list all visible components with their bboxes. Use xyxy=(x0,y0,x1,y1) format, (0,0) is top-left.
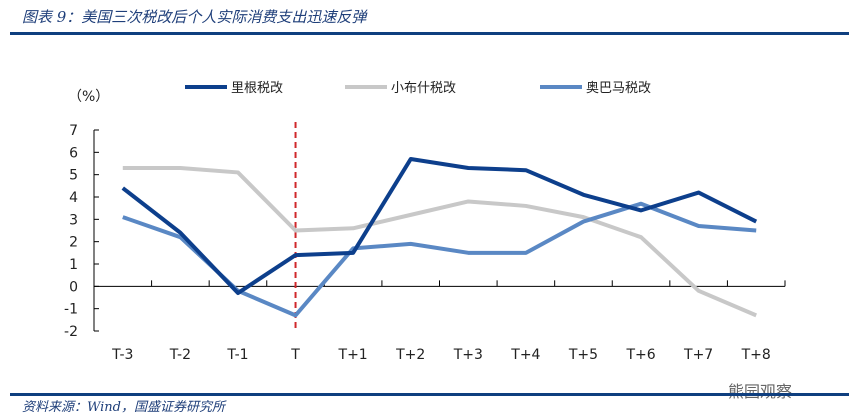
footer-rule xyxy=(10,393,849,396)
legend-label: 奥巴马税改 xyxy=(586,81,651,96)
x-tick-label: T-3 xyxy=(111,347,133,363)
y-tick-label: 4 xyxy=(69,190,78,206)
title-rule xyxy=(10,32,849,35)
series-group xyxy=(121,157,758,318)
x-tick-label: T+6 xyxy=(625,347,655,363)
x-tick-label: T+8 xyxy=(741,347,771,363)
x-tick-label: T+7 xyxy=(683,347,713,363)
y-tick-label: 5 xyxy=(69,168,78,184)
source-note: 资料来源：Wind，国盛证券研究所 xyxy=(22,399,227,415)
x-tick-label: T+1 xyxy=(338,347,368,363)
figure-title: 图表 9：美国三次税改后个人实际消费支出迅速反弹 xyxy=(22,8,368,26)
watermark: 熊园观察 xyxy=(728,382,792,401)
series-line-0 xyxy=(121,157,758,296)
y-tick-label: 7 xyxy=(69,123,78,139)
series-line-1 xyxy=(122,165,757,318)
axes: 7 6 5 4 3 2 1 0 -1 -2 T-3 T-2 T-1 T T+1 T+2 T+3 T+4 T+5 T+6… xyxy=(64,122,786,363)
x-tick-label: T-2 xyxy=(169,347,191,363)
legend-label: 里根税改 xyxy=(231,81,283,96)
legend: 里根税改 小布什税改 奥巴马税改 xyxy=(185,81,651,96)
y-tick-label: 0 xyxy=(69,279,78,295)
y-tick-label: -2 xyxy=(64,324,78,340)
x-tick-label: T+5 xyxy=(568,347,598,363)
y-tick-label: 6 xyxy=(69,145,78,161)
y-tick-label: 3 xyxy=(69,212,78,228)
series-line-2 xyxy=(122,201,757,318)
x-tick-label: T+3 xyxy=(453,347,483,363)
x-tick-label: T xyxy=(290,347,300,363)
x-tick-label: T+4 xyxy=(510,347,540,363)
legend-label: 小布什税改 xyxy=(391,81,456,96)
y-tick-label: 2 xyxy=(69,235,78,251)
y-axis-unit: （%） xyxy=(68,89,109,105)
x-tick-label: T-1 xyxy=(226,347,248,363)
y-tick-label: -1 xyxy=(64,302,78,318)
y-tick-label: 1 xyxy=(69,257,78,273)
x-tick-label: T+2 xyxy=(395,347,425,363)
